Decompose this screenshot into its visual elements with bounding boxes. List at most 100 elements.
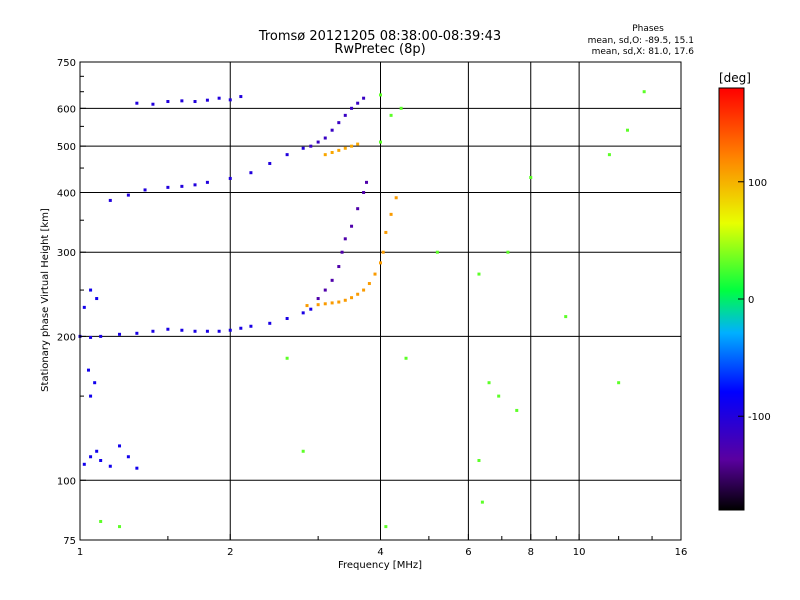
series-group [316,180,369,301]
data-point [166,327,170,331]
data-point [285,153,289,157]
data-point [166,100,170,104]
data-point [239,95,243,99]
data-point [249,324,253,328]
data-point [480,500,484,504]
data-point [343,146,347,150]
data-point [285,356,289,360]
data-point [373,272,377,276]
data-point [625,128,629,132]
data-point [126,455,130,459]
colorbar-tick-label: 0 [748,295,754,306]
data-point [118,444,122,448]
data-point [217,96,221,100]
y-tick-label: 750 [57,58,76,69]
data-point [316,140,320,144]
data-point [89,335,93,339]
data-point [180,328,184,332]
data-point [135,331,139,335]
data-point [330,301,334,305]
data-point [356,142,360,146]
data-point [350,106,354,110]
series-group [78,307,313,339]
data-point [323,288,327,292]
data-point [497,394,501,398]
data-point [135,466,139,470]
stats-heading: Phases [632,24,664,34]
data-point [99,519,103,523]
stats-o-mode: mean, sd,O: -89.5, 15.1 [588,36,694,46]
chart-title: Tromsø 20121205 08:38:00-08:39:43 [258,29,501,44]
data-point [350,296,354,300]
data-point [330,278,334,282]
data-point [301,449,305,453]
data-point [316,303,320,307]
data-point [151,329,155,333]
data-point [337,265,341,269]
y-tick-label: 600 [57,104,76,115]
data-point [82,462,86,466]
colorbar-tick-label: -100 [748,412,771,423]
x-tick-label: 6 [465,547,471,558]
data-point [108,198,112,202]
data-point [365,180,369,184]
colorbar-axis: 100 0 -100 [738,178,771,423]
data-point [305,304,309,308]
data-point [399,106,403,110]
data-point [118,332,122,336]
data-point [180,99,184,103]
series-group [108,146,305,202]
data-point [309,144,313,148]
data-point [301,146,305,150]
data-point [343,237,347,241]
data-point [330,128,334,132]
y-tick-label: 200 [57,332,76,343]
data-point [316,297,320,301]
data-point [309,307,313,311]
data-point [205,98,209,102]
data-point [87,368,91,372]
data-point [356,101,360,105]
data-point [217,329,221,333]
data-point [126,193,130,197]
data-point [228,98,232,102]
data-point [268,321,272,325]
data-point [89,288,93,292]
data-point [389,113,393,117]
data-point [323,153,327,157]
data-point [93,381,97,385]
plot-grid [80,62,681,540]
y-tick-label: 400 [57,188,76,199]
data-point [205,180,209,184]
data-point [193,100,197,104]
x-tick-label: 16 [675,547,688,558]
data-point [89,455,93,459]
data-point [515,408,519,412]
data-point [285,316,289,320]
data-point [362,288,366,292]
data-point [350,144,354,148]
data-point [384,230,388,234]
data-point [166,185,170,189]
y-tick-label: 75 [63,536,76,547]
data-point [642,90,646,94]
data-point [384,525,388,529]
data-point [118,525,122,529]
data-point [323,136,327,140]
data-point [180,184,184,188]
data-point [99,458,103,462]
x-tick-label: 2 [227,547,233,558]
y-axis-label: Stationary phase Virtual Height [km] [40,208,51,392]
data-point [362,96,366,100]
data-point [249,171,253,175]
data-point [143,188,147,192]
data-point [135,101,139,105]
x-tick-label: 1 [77,547,83,558]
data-point [205,329,209,333]
data-point [506,250,510,254]
data-point [379,93,382,97]
colorbar-tick-label: 100 [748,178,767,189]
chart-subtitle: RwPretec (8p) [334,42,425,57]
data-point [151,102,155,106]
data-point [193,183,197,187]
